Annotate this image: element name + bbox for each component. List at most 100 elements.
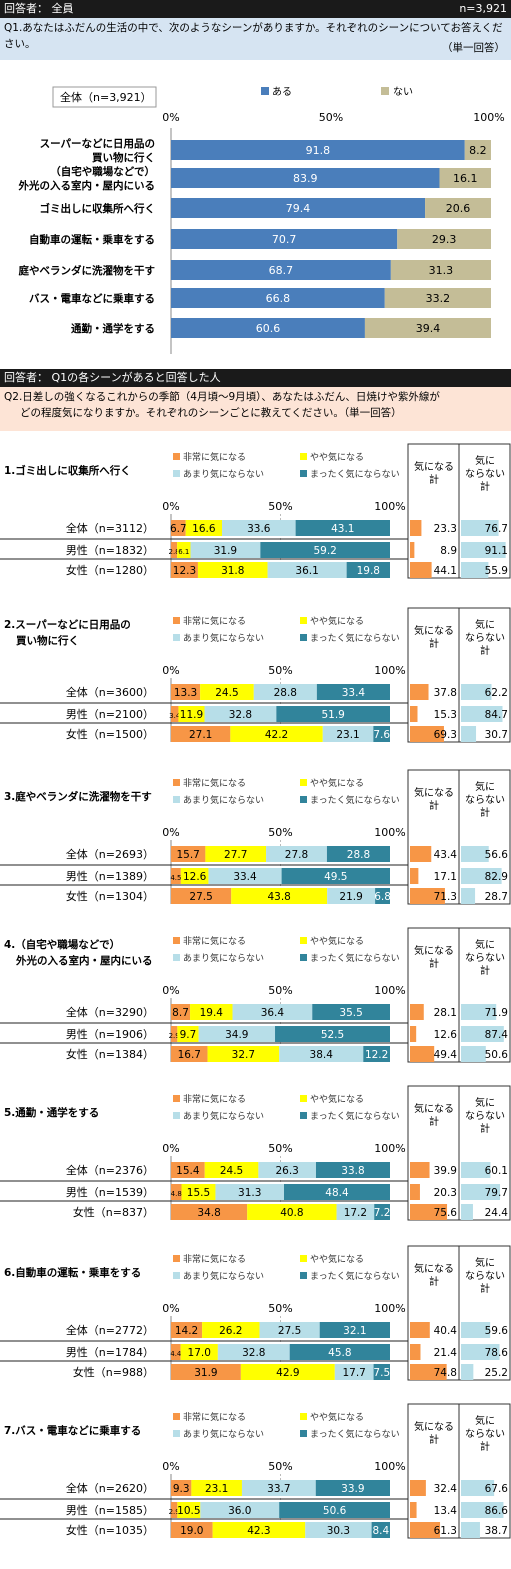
bar-segment (171, 684, 201, 700)
bar-value: 19.8 (357, 565, 380, 577)
chart-title: 外光の入る室内・屋内にいる (15, 954, 153, 967)
category-label: 通勤・通学をする (71, 322, 155, 335)
summary-value-kininaru: 28.1 (434, 1007, 457, 1019)
bar-value: 27.5 (189, 891, 212, 903)
bar-segment (171, 868, 181, 884)
data-label-nai: 20.6 (446, 202, 471, 215)
axis-tick: 50% (268, 500, 292, 513)
bar-segment (373, 1364, 390, 1380)
bar-aru (171, 168, 440, 188)
row-label: 女性（n=1035） (66, 1523, 154, 1537)
legend-swatch (300, 1095, 307, 1102)
summary-value-kininaranai: 86.6 (485, 1505, 509, 1517)
legend-swatch (173, 453, 180, 460)
bar-segment (253, 684, 317, 700)
data-label-aru: 91.8 (306, 144, 331, 157)
sample-size: n=3,921 (459, 2, 507, 15)
bar-segment (177, 542, 191, 558)
bar-segment (260, 542, 390, 558)
summary-value-kininaru: 8.9 (440, 545, 457, 557)
bar-nai (397, 229, 491, 249)
bar-segment (171, 1480, 192, 1496)
bar-segment (258, 1162, 316, 1178)
summary-bar-kininaranai (461, 1184, 501, 1200)
summary-header-kininaranai: 計 (480, 1440, 490, 1453)
legend-label: 非常に気になる (183, 777, 246, 789)
bar-segment (171, 1162, 205, 1178)
summary-bar-kininaru (410, 1502, 417, 1518)
row-label: 男性（n=1832） (66, 543, 154, 557)
bar-segment (171, 1204, 248, 1220)
row-label: 全体（n=2693） (66, 847, 154, 861)
summary-value-kininaru: 13.4 (434, 1505, 458, 1517)
legend-swatch (173, 1272, 180, 1279)
bar-segment (171, 1026, 178, 1042)
legend-swatch (173, 954, 180, 961)
category-label: （自宅や職場などで） (50, 165, 155, 178)
bar-aru (171, 260, 391, 280)
bar-segment (180, 1344, 218, 1360)
legend-label: あまり気にならない (183, 632, 264, 644)
bar-segment (171, 562, 198, 578)
bar-value: 7.2 (374, 1207, 391, 1219)
summary-value-kininaranai: 28.7 (485, 891, 508, 903)
category-label: 自動車の運転・乗車をする (29, 233, 155, 246)
chart-title: 3.庭やベランダに洗濯物を干す (4, 790, 152, 803)
data-label-nai: 16.1 (453, 172, 478, 185)
bar-segment (247, 1204, 337, 1220)
bar-segment (171, 1522, 213, 1538)
bar-segment (240, 1364, 335, 1380)
category-label: 買い物に行く (92, 151, 155, 164)
bar-value: 32.8 (229, 709, 252, 721)
row-label: 全体（n=3600） (66, 685, 154, 699)
bar-value: 43.8 (267, 891, 290, 903)
summary-bar-kininaranai (461, 1322, 491, 1338)
bar-segment (204, 1162, 259, 1178)
bar-value: 32.8 (242, 1347, 265, 1359)
bar-segment (374, 1204, 390, 1220)
summary-header-kininaru: 気になる (414, 460, 454, 473)
bar-segment (276, 706, 390, 722)
summary-value-kininaranai: 87.4 (485, 1029, 509, 1041)
legend-swatch (300, 796, 307, 803)
data-label-aru: 66.8 (266, 292, 291, 305)
bar-value: 26.2 (219, 1325, 242, 1337)
legend-swatch (173, 1112, 180, 1119)
summary-value-kininaranai: 84.7 (485, 709, 508, 721)
summary-bar-kininaru (410, 562, 432, 578)
bar-value: 38.4 (310, 1049, 334, 1061)
axis-tick: 0% (162, 984, 179, 997)
bar-value: 30.3 (327, 1525, 350, 1537)
axis-tick: 100% (374, 500, 405, 513)
axis-tick: 0% (162, 1302, 179, 1315)
legend-swatch (173, 1095, 180, 1102)
bar-segment (295, 520, 390, 536)
bar-segment (171, 888, 232, 904)
summary-bar-kininaru (410, 868, 419, 884)
legend-label: まったく気にならない (310, 1428, 400, 1440)
chart-title: 2.スーパーなどに日用品の (4, 618, 131, 631)
bar-value: 9.3 (173, 1483, 190, 1495)
bar-nai (364, 318, 491, 338)
bar-value: 27.7 (224, 849, 247, 861)
summary-bar-kininaranai (461, 562, 489, 578)
summary-bar-kininaru (410, 726, 444, 742)
summary-bar-kininaru (410, 1480, 426, 1496)
bar-value: 24.5 (215, 687, 238, 699)
summary-value-kininaru: 71.3 (434, 891, 457, 903)
bar-nai (439, 168, 491, 188)
bar-nai (384, 288, 491, 308)
question-box-2: Q2.日差しの強くなるこれからの季節（4月頃～9月頃）、あなたはふだん、日焼けや… (0, 387, 511, 431)
legend-label: 非常に気になる (183, 935, 246, 947)
bar-value: 27.1 (189, 729, 212, 741)
legend-swatch (300, 1272, 307, 1279)
summary-header-kininaru: 気になる (414, 1102, 454, 1115)
summary-header-kininaru: 計 (429, 1275, 439, 1288)
axis-tick: 50% (268, 1460, 292, 1473)
summary-value-kininaru: 12.6 (434, 1029, 458, 1041)
axis-tick: 0% (162, 111, 179, 124)
bar-aru (171, 140, 465, 160)
legend-swatch (300, 1430, 307, 1437)
summary-header-kininaranai: 気に (475, 1096, 495, 1109)
bar-segment (204, 706, 277, 722)
